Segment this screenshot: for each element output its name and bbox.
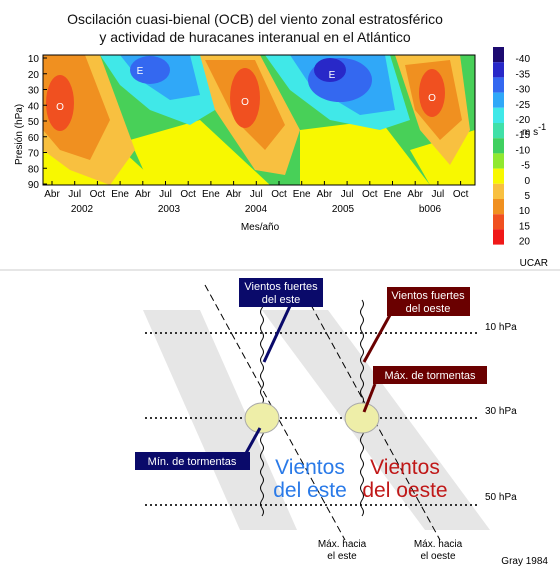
year-label: 2002 <box>71 204 94 215</box>
colorbar-label: 5 <box>524 191 530 202</box>
x-tick-label: Jul <box>341 189 354 200</box>
region-text: Vientos <box>370 456 440 479</box>
year-label: b006 <box>419 204 442 215</box>
x-tick-label: Oct <box>271 189 287 200</box>
level-label: 10 hPa <box>485 322 517 333</box>
region-label: E <box>329 70 336 81</box>
x-tick-label: Oct <box>180 189 196 200</box>
title: Oscilación cuasi-bienal (OCB) del viento… <box>67 11 443 27</box>
year-label: 2004 <box>245 204 268 215</box>
x-tick-label: Ene <box>384 189 402 200</box>
colorbar-cell <box>493 153 504 169</box>
label: del este <box>262 294 301 306</box>
region-label: O <box>241 97 249 108</box>
region-text: del oeste <box>362 479 447 502</box>
y-tick-label: 70 <box>28 149 40 160</box>
y-tick-label: 40 <box>28 101 40 112</box>
x-tick-label: Abr <box>135 189 151 200</box>
year-label: 2003 <box>158 204 181 215</box>
y-tick-label: 80 <box>28 164 40 175</box>
colorbar-label: -5 <box>521 161 530 172</box>
label: Vientos fuertes <box>391 290 465 302</box>
x-tick-label: Oct <box>453 189 469 200</box>
label: el oeste <box>420 551 455 562</box>
x-tick-label: Abr <box>317 189 333 200</box>
colorbar-cell <box>493 47 504 63</box>
region-label: O <box>56 102 64 113</box>
region-text: del este <box>273 479 347 502</box>
x-tick-label: Abr <box>407 189 423 200</box>
x-tick-label: Oct <box>362 189 378 200</box>
y-tick-label: 90 <box>28 180 40 191</box>
unit: m s <box>522 127 538 138</box>
colorbar-cell <box>493 183 504 199</box>
label: el este <box>327 551 357 562</box>
colorbar-cell <box>493 214 504 230</box>
y-tick-label: 20 <box>28 70 40 81</box>
colorbar-cell <box>493 168 504 184</box>
x-tick-label: Jul <box>159 189 172 200</box>
year-label: 2005 <box>332 204 355 215</box>
x-axis-label: Mes/año <box>241 222 280 233</box>
x-tick-label: Abr <box>226 189 242 200</box>
y-tick-label: 50 <box>28 117 40 128</box>
colorbar-label: 20 <box>519 237 531 248</box>
label: Máx. de tormentas <box>384 370 476 382</box>
y-tick-label: 60 <box>28 133 40 144</box>
colorbar-label: -20 <box>516 115 531 126</box>
x-tick-label: Ene <box>111 189 129 200</box>
colorbar-label: 0 <box>524 176 530 187</box>
y-tick-label: 30 <box>28 86 40 97</box>
colorbar-label: -25 <box>516 100 531 111</box>
colorbar-cell <box>493 77 504 93</box>
level-label: 30 hPa <box>485 406 517 417</box>
colorbar-cell <box>493 62 504 78</box>
colorbar-label: -40 <box>516 54 531 65</box>
x-tick-label: Jul <box>432 189 445 200</box>
region-text: Vientos <box>275 456 345 479</box>
level-label: 50 hPa <box>485 492 517 503</box>
label: Mín. de tormentas <box>148 456 237 468</box>
colorbar-label: -35 <box>516 69 531 80</box>
colorbar-cell <box>493 138 504 154</box>
x-tick-label: Ene <box>293 189 311 200</box>
colorbar-cell <box>493 199 504 215</box>
x-tick-label: Jul <box>250 189 263 200</box>
colorbar-label: 10 <box>519 206 531 217</box>
x-tick-label: Ene <box>202 189 220 200</box>
credit: UCAR <box>520 258 548 269</box>
diagram <box>135 278 490 541</box>
title: y actividad de huracanes interanual en e… <box>99 29 411 45</box>
y-tick-label: 10 <box>28 54 40 65</box>
label: Máx. hacia <box>318 539 367 550</box>
colorbar-label: -30 <box>516 85 531 96</box>
colorbar-label: -10 <box>516 145 531 156</box>
region-label: O <box>428 93 436 104</box>
x-tick-label: Oct <box>90 189 106 200</box>
x-tick-label: Abr <box>44 189 60 200</box>
unit-exponent: -1 <box>538 122 546 132</box>
colorbar-cell <box>493 107 504 123</box>
colorbar-cell <box>493 123 504 139</box>
contour-plot: O E O E O <box>42 54 476 186</box>
y-axis-label: Presión (hPa) <box>14 104 25 165</box>
colorbar-unit: m s-1 <box>522 122 546 138</box>
label: del oeste <box>406 303 451 315</box>
colorbar-cell <box>493 92 504 108</box>
label: Máx. hacia <box>414 539 463 550</box>
label: Vientos fuertes <box>244 281 318 293</box>
colorbar-cell <box>493 229 504 245</box>
credit: Gray 1984 <box>501 556 548 567</box>
colorbar-label: -15 <box>516 130 531 141</box>
x-tick-label: Jul <box>68 189 81 200</box>
region-label: E <box>137 66 144 77</box>
colorbar-label: 15 <box>519 221 531 232</box>
